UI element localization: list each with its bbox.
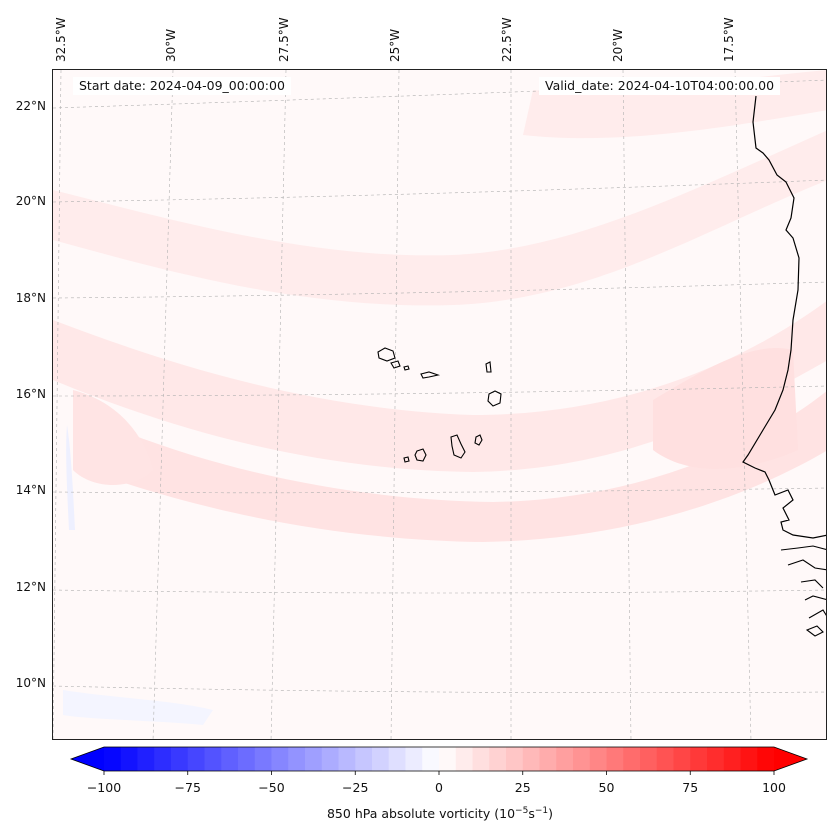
colorbar-swatch (506, 747, 524, 771)
colorbar-swatch (522, 747, 540, 771)
colorbar-swatch (221, 747, 239, 771)
colorbar-swatch (104, 747, 122, 771)
colorbar-swatch (539, 747, 557, 771)
colorbar-swatch (171, 747, 189, 771)
colorbar-swatch (422, 747, 440, 771)
colorbar-swatch (372, 747, 390, 771)
colorbar-swatch (489, 747, 507, 771)
colorbar-swatch (388, 747, 406, 771)
colorbar-label-text: 850 hPa absolute vorticity (10 (326, 806, 516, 822)
lon-label-27-5w: 27.5°W (277, 17, 291, 62)
colorbar-extend-min (71, 747, 104, 771)
colorbar-swatch (405, 747, 423, 771)
colorbar-swatch (288, 747, 306, 771)
colorbar-label-end: ) (548, 806, 553, 822)
cbar-tick-minus100: −100 (86, 780, 122, 795)
cbar-tick-25: 25 (514, 780, 531, 795)
vorticity-map (53, 70, 826, 739)
vorticity-patch-blue (66, 425, 75, 530)
colorbar-swatch (723, 747, 741, 771)
vorticity-band-middle (53, 301, 826, 472)
cbar-tick-75: 75 (682, 780, 699, 795)
cape-verde-islands (377, 347, 502, 463)
colorbar-swatch (589, 747, 607, 771)
lat-label-20n: 20°N (15, 194, 46, 208)
colorbar-label-unit: s (528, 806, 535, 822)
colorbar-swatch (120, 747, 138, 771)
island-fogo (414, 448, 427, 462)
colorbar-swatches (71, 747, 807, 771)
cbar-tick-minus75: −75 (174, 780, 201, 795)
island-santiago (450, 434, 466, 459)
island-santo-antao (377, 347, 396, 362)
island-boa-vista (487, 390, 502, 407)
vorticity-band-outer (53, 130, 826, 306)
colorbar-swatch (623, 747, 641, 771)
colorbar-label-exp1: −5 (515, 806, 529, 816)
colorbar-swatch (556, 747, 574, 771)
colorbar-ticks (103, 771, 775, 775)
colorbar-swatch (271, 747, 289, 771)
lon-label-20w: 20°W (611, 28, 625, 62)
colorbar-label: 850 hPa absolute vorticity (10−5s−1) (0, 806, 837, 821)
colorbar-swatch (472, 747, 490, 771)
colorbar-swatch (455, 747, 473, 771)
lon-label-25w: 25°W (388, 28, 402, 62)
island-brava (403, 456, 410, 463)
lat-label-10n: 10°N (15, 676, 46, 690)
lon-label-22-5w: 22.5°W (500, 17, 514, 62)
lat-label-14n: 14°N (15, 483, 46, 497)
lat-label-12n: 12°N (15, 580, 46, 594)
colorbar-swatch (321, 747, 339, 771)
colorbar-label-exp2: −1 (534, 806, 549, 816)
colorbar-swatch (707, 747, 725, 771)
lon-label-30w: 30°W (164, 28, 178, 62)
colorbar-swatch (238, 747, 256, 771)
vorticity-patch-west (73, 390, 153, 485)
colorbar-swatch (137, 747, 155, 771)
colorbar-swatch (355, 747, 373, 771)
colorbar-swatch (305, 747, 323, 771)
lon-label-32-5w: 32.5°W (54, 17, 68, 62)
island-sao-nicolau (420, 371, 441, 379)
colorbar-swatch (439, 747, 457, 771)
island-sao-vicente (390, 360, 401, 369)
colorbar-swatch (204, 747, 222, 771)
island-santa-luzia (403, 365, 410, 371)
colorbar-swatch (640, 747, 658, 771)
island-maio (474, 434, 483, 446)
valid-date-label: Valid_date: 2024-04-10T04:00:00.00 (539, 77, 781, 95)
graticule (53, 70, 826, 739)
cbar-tick-minus25: −25 (342, 780, 369, 795)
colorbar-outline (69, 746, 809, 772)
island-sal (485, 361, 492, 373)
colorbar-swatch (154, 747, 172, 771)
vorticity-patch-blue-south (63, 690, 213, 725)
africa-coastline (742, 95, 826, 539)
vorticity-band-inner (73, 391, 826, 542)
colorbar-swatch (673, 747, 691, 771)
cbar-tick-100: 100 (762, 780, 786, 795)
colorbar-swatch (338, 747, 356, 771)
colorbar-swatch (757, 747, 775, 771)
map-panel (52, 69, 827, 740)
colorbar-swatch (740, 747, 758, 771)
cbar-tick-50: 50 (598, 780, 615, 795)
cbar-tick-minus50: −50 (258, 780, 285, 795)
vorticity-patch-east (653, 348, 798, 469)
colorbar-swatch (656, 747, 674, 771)
lat-label-22n: 22°N (15, 99, 46, 113)
colorbar-swatch (573, 747, 591, 771)
colorbar-swatch (606, 747, 624, 771)
colorbar-swatch (254, 747, 272, 771)
lat-label-18n: 18°N (15, 291, 46, 305)
africa-coastline-south (780, 545, 826, 637)
colorbar-extend-max (774, 747, 807, 771)
colorbar-swatch (690, 747, 708, 771)
cbar-tick-0: 0 (435, 780, 443, 795)
lat-label-16n: 16°N (15, 387, 46, 401)
colorbar-swatch (187, 747, 205, 771)
lon-label-17-5w: 17.5°W (722, 17, 736, 62)
start-date-label: Start date: 2024-04-09_00:00:00 (73, 77, 291, 95)
